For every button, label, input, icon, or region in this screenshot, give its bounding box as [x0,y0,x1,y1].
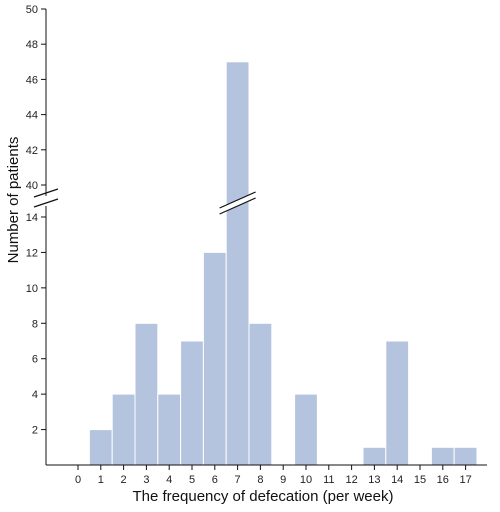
bar-3 [134,322,159,466]
bar-1 [88,429,113,466]
x-tick-label-1: 1 [98,474,104,486]
axes-layer [33,8,487,470]
bar-10 [294,393,318,466]
bars-layer [88,61,478,466]
bar-5 [180,340,204,466]
x-tick-label-7: 7 [235,474,241,486]
bar-13 [362,446,387,466]
x-tick-label-15: 15 [414,474,426,486]
y-tick-label-46: 46 [26,74,38,86]
y-tick-label-8: 8 [32,318,38,330]
bar-2 [111,393,136,466]
x-tick-label-9: 9 [280,474,286,486]
bar-break-mark [219,191,256,215]
x-tick-label-5: 5 [189,474,195,486]
y-tick-label-44: 44 [26,110,38,122]
bar-8 [248,322,273,466]
x-tick-label-6: 6 [212,474,218,486]
x-tick-label-12: 12 [345,474,357,486]
x-axis-title: The frequency of defecation (per week) [133,488,394,505]
bar-14 [385,340,410,466]
y-tick-label-48: 48 [26,39,38,51]
x-tick-label-2: 2 [121,474,127,486]
x-tick-label-4: 4 [166,474,172,486]
y-tick-label-2: 2 [32,425,38,437]
y-tick-label-12: 12 [26,247,38,259]
bar-16 [430,446,455,466]
bar-7 [225,61,250,466]
bar-6 [202,251,227,466]
y-tick-label-42: 42 [26,145,38,157]
x-tick-label-13: 13 [368,474,380,486]
y-tick-label-4: 4 [32,389,38,401]
x-tick-label-17: 17 [459,474,471,486]
x-tick-label-0: 0 [75,474,81,486]
y-axis-title: Number of patients [5,137,22,264]
x-tick-label-3: 3 [143,474,149,486]
y-tick-label-50: 50 [26,4,38,16]
y-tick-label-10: 10 [26,283,38,295]
x-tick-label-8: 8 [257,474,263,486]
x-tick-label-16: 16 [437,474,449,486]
bar-4 [157,393,182,466]
x-tick-label-11: 11 [323,474,334,486]
y-axis-break-mark [33,188,59,208]
bar-17 [453,446,478,466]
x-tick-label-10: 10 [300,474,312,486]
y-tick-label-14: 14 [26,212,38,224]
y-tick-label-6: 6 [32,354,38,366]
x-tick-label-14: 14 [391,474,403,486]
y-tick-label-40: 40 [26,180,38,192]
